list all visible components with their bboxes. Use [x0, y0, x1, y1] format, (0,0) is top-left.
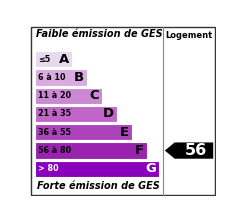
Text: A: A	[59, 53, 69, 66]
FancyBboxPatch shape	[35, 161, 159, 177]
Text: 56: 56	[185, 143, 207, 158]
Text: C: C	[89, 89, 99, 102]
FancyBboxPatch shape	[35, 69, 87, 86]
Text: 56 à 80: 56 à 80	[38, 146, 71, 155]
Text: Forte émission de GES: Forte émission de GES	[37, 182, 160, 191]
FancyBboxPatch shape	[35, 106, 117, 122]
FancyBboxPatch shape	[35, 142, 147, 159]
Text: 21 à 35: 21 à 35	[38, 110, 71, 119]
Text: B: B	[74, 71, 84, 84]
FancyBboxPatch shape	[31, 27, 215, 195]
FancyBboxPatch shape	[35, 88, 102, 104]
Text: 6 à 10: 6 à 10	[38, 73, 66, 82]
Text: D: D	[103, 108, 114, 121]
Text: E: E	[120, 126, 129, 139]
Text: > 80: > 80	[38, 164, 59, 173]
Text: ≤5: ≤5	[38, 55, 50, 64]
Text: Logement: Logement	[165, 31, 213, 40]
Text: F: F	[135, 144, 144, 157]
Text: G: G	[145, 162, 156, 175]
FancyBboxPatch shape	[35, 51, 72, 67]
Text: Faible émission de GES: Faible émission de GES	[36, 29, 162, 39]
FancyBboxPatch shape	[35, 124, 132, 140]
Text: 11 à 20: 11 à 20	[38, 91, 71, 100]
Text: 36 à 55: 36 à 55	[38, 128, 71, 137]
Polygon shape	[165, 142, 213, 159]
